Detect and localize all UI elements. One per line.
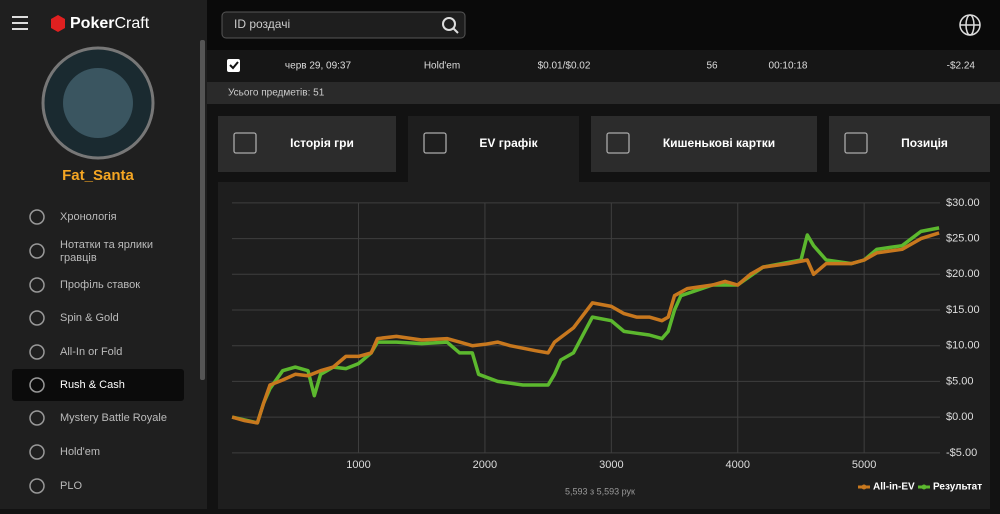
logo-b: Craft (114, 15, 149, 32)
x-tick-label: 2000 (473, 459, 497, 471)
tab-icon (844, 132, 868, 154)
menu-icon (29, 209, 45, 225)
row-cells: черв 29, 09:37 Hold'em $0.01/$0.02 56 00:10:… (285, 61, 976, 72)
search-icon[interactable] (442, 17, 456, 31)
menu-item[interactable]: Нотатки та ярлики гравців (60, 239, 153, 264)
tab-label[interactable]: Історія гри (290, 136, 354, 150)
menu-item[interactable]: Профіль ставок (60, 279, 140, 291)
tab-label[interactable]: Позиція (901, 136, 948, 150)
table-cell: Hold'em (424, 61, 460, 72)
tab-icon (423, 132, 447, 154)
legend-dot (861, 484, 867, 490)
tab-icon (606, 132, 630, 154)
user-name: Fat_Santa (62, 167, 134, 184)
total-bar (207, 82, 1000, 104)
menu-item[interactable]: Spin & Gold (60, 312, 119, 324)
menu-icon (29, 410, 45, 426)
legend-dot (921, 484, 927, 490)
menu-item[interactable]: PLO (60, 480, 82, 492)
tab-label[interactable]: EV графік (479, 136, 538, 150)
menu-icon (29, 377, 45, 393)
menu-icon (29, 243, 45, 259)
menu-item[interactable]: Hold'em (60, 446, 100, 458)
tab[interactable] (829, 116, 990, 172)
menu-active (12, 369, 184, 401)
menu-icon (29, 277, 45, 293)
chart: $30.00 $25.00 $20.00 $15.00 $10.00 $5.00 $0.00… (231, 197, 982, 496)
table-cell: черв 29, 09:37 (285, 61, 352, 72)
y-tick-label: $30.00 (946, 197, 980, 209)
tab[interactable] (218, 116, 396, 172)
y-tick-label: $5.00 (946, 375, 974, 387)
menu-item[interactable]: All-In or Fold (60, 346, 122, 358)
search-placeholder: ID роздачі (234, 17, 290, 31)
search-box[interactable] (221, 11, 466, 39)
table-row (207, 50, 1000, 82)
table-cell: -$2.24 (947, 61, 976, 72)
x-tick-label: 5000 (852, 459, 876, 471)
total: Усього предметів: 51 (228, 88, 325, 99)
menu-item[interactable]: Rush & Cash (60, 379, 125, 391)
logo-icon (51, 15, 65, 32)
menu-icon (29, 310, 45, 326)
checkbox[interactable] (227, 59, 240, 72)
menu-icon (29, 478, 45, 494)
x-tick-label: 4000 (726, 459, 750, 471)
series-line (231, 226, 940, 425)
tab-icon (233, 132, 257, 154)
logo-a: Poker (70, 15, 114, 32)
menu-icon (29, 444, 45, 460)
table-cell: $0.01/$0.02 (538, 61, 591, 72)
menu-item[interactable]: Mystery Battle Royale (60, 412, 167, 424)
menu-button[interactable] (12, 16, 28, 30)
legend-label: Результат (933, 482, 982, 493)
y-tick-label: -$5.00 (946, 447, 977, 459)
avatar-art (63, 68, 133, 138)
tab-label[interactable]: Кишенькові картки (663, 136, 775, 150)
tab[interactable] (408, 116, 579, 182)
x-tick-label: 1000 (346, 459, 370, 471)
x-tick-label: 3000 (599, 459, 623, 471)
legend-label: All-in-EV (873, 482, 915, 493)
y-tick-label: $20.00 (946, 268, 980, 280)
globe-icon[interactable] (959, 14, 981, 36)
y-tick-label: $0.00 (946, 411, 974, 423)
logo: PokerCraft (70, 15, 150, 32)
table-cell: 00:10:18 (769, 61, 808, 72)
y-tick-label: $15.00 (946, 304, 980, 316)
menu-icon (29, 344, 45, 360)
tabs: Історія гри EV графік Кишенькові картки Поз… (218, 116, 990, 182)
y-tick-label: $25.00 (946, 232, 980, 244)
y-tick-label: $10.00 (946, 340, 980, 352)
menu-item[interactable]: Хронологія (60, 211, 117, 223)
series-line (231, 231, 940, 425)
menu: Хронологія Нотатки та ярлики гравців Профіл… (12, 209, 184, 494)
table-cell: 56 (706, 61, 718, 72)
scrollbar (200, 40, 205, 380)
footer: 5,593 з 5,593 рук (565, 486, 635, 496)
